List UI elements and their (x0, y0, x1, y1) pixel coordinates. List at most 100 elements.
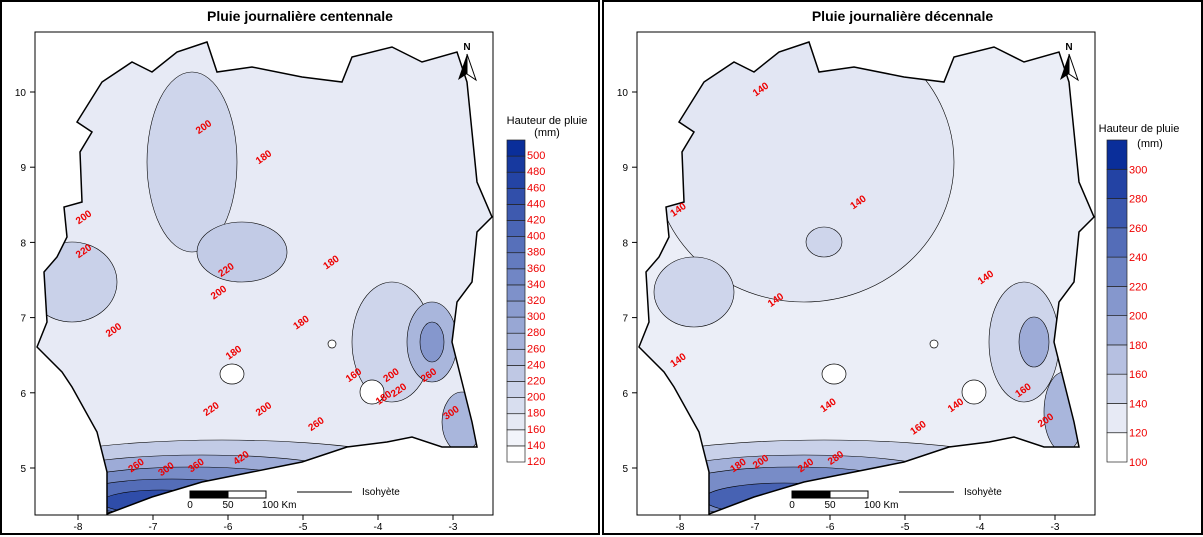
legend-class-label: 120 (527, 456, 545, 468)
north-arrow-icon (466, 53, 477, 82)
scale-bar-label: 0 (789, 500, 795, 511)
country-border (638, 41, 1095, 516)
lat-tick-label: 8 (622, 238, 628, 249)
legend-class-label: 140 (527, 440, 545, 452)
north-arrow-icon (1068, 53, 1079, 82)
legend-swatch (506, 268, 526, 286)
legend-class-label: 280 (1129, 194, 1147, 206)
lat-tick-label: 5 (622, 464, 628, 475)
legend-class-label: 140 (1129, 398, 1147, 410)
isohyet-zone (805, 226, 843, 258)
lat-tick-label: 6 (622, 389, 628, 400)
legend-swatch (506, 204, 526, 221)
scale-bar-segment (189, 490, 229, 499)
legend-swatch (506, 171, 526, 189)
lon-tick-label: -7 (751, 522, 760, 533)
lon-tick-label: -6 (826, 522, 835, 533)
scale-bar-label: 50 (222, 500, 234, 511)
legend-class-label: 440 (527, 198, 545, 210)
low-rain-pocket (219, 363, 245, 385)
legend-class-label: 280 (527, 327, 545, 339)
north-arrow-icon (1060, 54, 1069, 80)
legend-class-label: 380 (527, 247, 545, 259)
legend-class-label: 240 (1129, 252, 1147, 264)
legend-class-label: 200 (1129, 311, 1147, 323)
legend-swatch (1106, 227, 1128, 258)
isohyete-legend-label: Isohyète (964, 487, 1002, 498)
low-rain-pocket (359, 379, 385, 405)
legend-swatch (506, 236, 526, 254)
scale-bar-segment (829, 490, 869, 499)
legend-swatch (506, 413, 526, 431)
legend-unit: (mm) (534, 127, 560, 139)
isohyet-zone (146, 71, 238, 253)
legend-class-label: 100 (1129, 457, 1147, 469)
legend-class-label: 320 (527, 295, 545, 307)
legend-swatch (506, 365, 526, 382)
map-title: Pluie journalière décennale (811, 8, 994, 24)
legend-class-label: 200 (527, 392, 545, 404)
lon-tick-label: -6 (224, 522, 233, 533)
north-arrow-label: N (1065, 42, 1072, 53)
scale-bar-segment (791, 490, 831, 499)
lon-tick-label: -8 (74, 522, 83, 533)
legend-swatch (506, 316, 526, 334)
lat-tick-label: 10 (15, 88, 27, 99)
lat-tick-label: 10 (617, 88, 629, 99)
legend-class-label: 120 (1129, 428, 1147, 440)
legend-swatch (1106, 168, 1128, 199)
legend-swatch (506, 332, 526, 350)
legend-class-label: 460 (527, 182, 545, 194)
scale-bar-label: 100 Km (864, 500, 898, 511)
legend-swatch (506, 397, 526, 415)
legend-class-label: 160 (1129, 369, 1147, 381)
legend-class-label: 420 (527, 215, 545, 227)
legend-class-label: 260 (1129, 223, 1147, 235)
legend-swatch (1106, 403, 1128, 434)
north-arrow-icon (458, 54, 467, 80)
rainfall-surface (37, 42, 492, 514)
legend-swatch (506, 381, 526, 398)
north-arrow-label: N (463, 42, 470, 53)
lat-tick-label: 8 (20, 238, 26, 249)
scale-bar-label: 0 (187, 500, 193, 511)
lon-tick-label: -3 (449, 522, 458, 533)
legend-swatch (1106, 139, 1128, 170)
isohyet-zone (37, 241, 118, 323)
map-frame (34, 31, 494, 516)
isohyet-zone (1018, 316, 1050, 368)
legend-swatch (1106, 344, 1128, 375)
scale-bar-segment (227, 490, 267, 499)
legend-title: Hauteur de pluie (1099, 123, 1180, 135)
legend-class-label: 260 (527, 343, 545, 355)
legend-swatch (506, 155, 526, 173)
legend-class-label: 340 (527, 279, 545, 291)
legend-class-label: 180 (1129, 340, 1147, 352)
lon-tick-label: -3 (1051, 522, 1060, 533)
legend-swatch (506, 284, 526, 302)
isohyet-zone (419, 321, 445, 363)
legend-class-label: 500 (527, 150, 545, 162)
legend-class-label: 180 (527, 408, 545, 420)
low-rain-pocket (929, 339, 939, 349)
lon-tick-label: -8 (676, 522, 685, 533)
legend-class-label: 220 (527, 376, 545, 388)
lat-tick-label: 6 (20, 389, 26, 400)
country-border (36, 41, 493, 516)
low-rain-pocket (961, 379, 987, 405)
lat-tick-label: 7 (20, 314, 26, 325)
low-rain-pocket (821, 363, 847, 385)
rainfall-surface (639, 42, 1094, 514)
legend-swatch (506, 348, 526, 366)
legend-unit: (mm) (1137, 138, 1163, 150)
legend-class-label: 160 (527, 424, 545, 436)
map-frame (636, 31, 1096, 516)
legend-swatch (506, 220, 526, 237)
map-panel-decennale: Pluie journalière décennale 140 140 140 140… (602, 0, 1203, 535)
legend-swatch (506, 187, 526, 205)
legend-class-label: 360 (527, 263, 545, 275)
legend-class-label: 240 (527, 359, 545, 371)
lon-tick-label: -7 (149, 522, 158, 533)
